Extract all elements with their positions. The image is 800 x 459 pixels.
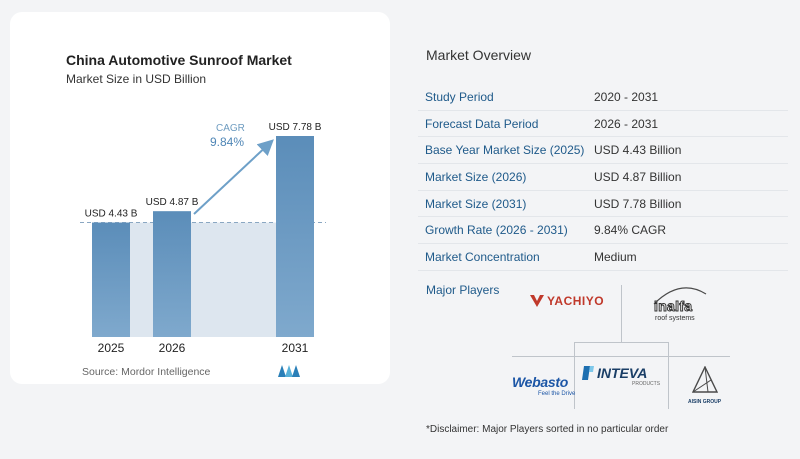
table-row: Forecast Data Period 2026 - 2031 bbox=[418, 111, 788, 138]
inteva-icon bbox=[582, 366, 594, 380]
row-value: Medium bbox=[594, 249, 637, 264]
chart-subtitle: Market Size in USD Billion bbox=[66, 72, 207, 86]
row-value: USD 4.87 Billion bbox=[594, 169, 682, 184]
grid-divider bbox=[574, 342, 669, 343]
webasto-logo: Webasto Feel the Drive bbox=[512, 374, 582, 404]
bar-2031 bbox=[276, 136, 314, 337]
inalfa-swoosh-icon bbox=[653, 287, 707, 305]
inalfa-subtext: roof systems bbox=[655, 315, 695, 322]
table-row: Growth Rate (2026 - 2031) 9.84% CAGR bbox=[418, 217, 788, 245]
bar-value-label: USD 4.87 B bbox=[146, 197, 199, 208]
aisin-triangle-icon bbox=[692, 366, 718, 393]
x-tick-label: 2026 bbox=[159, 341, 186, 355]
webasto-subtext: Feel the Drive bbox=[538, 391, 576, 397]
x-tick-label: 2025 bbox=[98, 341, 125, 355]
major-players-title: Major Players bbox=[426, 283, 500, 297]
aisin-text: AISIN GROUP bbox=[688, 399, 722, 405]
webasto-text: Webasto bbox=[512, 374, 568, 390]
table-row: Market Concentration Medium bbox=[418, 244, 788, 271]
row-key: Market Concentration bbox=[425, 249, 540, 264]
table-row: Market Size (2026) USD 4.87 Billion bbox=[418, 164, 788, 191]
cagr-label: CAGR bbox=[216, 123, 245, 134]
disclaimer-text: *Disclaimer: Major Players sorted in no … bbox=[426, 424, 669, 435]
row-key: Forecast Data Period bbox=[425, 116, 539, 131]
source-text: Source: Mordor Intelligence bbox=[82, 366, 211, 378]
grid-divider bbox=[668, 342, 669, 409]
grid-divider bbox=[574, 342, 575, 409]
bar-2026 bbox=[153, 211, 191, 337]
overview-table: Study Period 2020 - 2031 Forecast Data Pe… bbox=[418, 84, 788, 271]
mordor-intelligence-logo bbox=[278, 365, 300, 377]
yachiyo-logo: YACHIYO bbox=[530, 294, 604, 308]
cagr-value: 9.84% bbox=[210, 135, 244, 149]
inteva-logo: INTEVA PRODUCTS bbox=[582, 364, 664, 388]
row-key: Market Size (2031) bbox=[425, 196, 527, 211]
cagr-arrow bbox=[193, 139, 274, 215]
yachiyo-icon bbox=[530, 295, 544, 307]
table-row: Study Period 2020 - 2031 bbox=[418, 84, 788, 111]
row-key: Market Size (2026) bbox=[425, 169, 527, 184]
x-tick-label: 2031 bbox=[282, 341, 309, 355]
inalfa-text: inalfa bbox=[653, 298, 693, 315]
yachiyo-text: YACHIYO bbox=[547, 294, 605, 308]
table-row: Base Year Market Size (2025) USD 4.43 Bil… bbox=[418, 137, 788, 165]
inalfa-logo: inalfa roof systems bbox=[650, 284, 710, 328]
row-value: USD 4.43 Billion bbox=[594, 143, 682, 158]
row-value: USD 7.78 Billion bbox=[594, 196, 682, 211]
table-row: Market Size (2031) USD 7.78 Billion bbox=[418, 191, 788, 218]
bar-2025 bbox=[92, 222, 130, 337]
row-value: 2026 - 2031 bbox=[594, 116, 659, 131]
row-value: 9.84% CAGR bbox=[594, 223, 667, 238]
row-key: Growth Rate (2026 - 2031) bbox=[425, 223, 568, 238]
grid-divider bbox=[621, 285, 622, 342]
bar-chart: USD 4.43 B 2025 USD 4.87 B 2026 USD 7.78 B 20… bbox=[80, 122, 326, 355]
row-value: 2020 - 2031 bbox=[594, 89, 659, 104]
chart-title: China Automotive Sunroof Market bbox=[66, 52, 292, 68]
grid-divider bbox=[512, 356, 730, 357]
inteva-text: INTEVA bbox=[597, 365, 648, 381]
inteva-subtext: PRODUCTS bbox=[632, 381, 661, 387]
bar-value-label: USD 7.78 B bbox=[269, 122, 322, 133]
aisin-logo: AISIN GROUP bbox=[686, 366, 726, 410]
overview-title: Market Overview bbox=[426, 47, 532, 63]
row-key: Study Period bbox=[425, 89, 494, 104]
row-key: Base Year Market Size (2025) bbox=[425, 143, 585, 158]
bar-value-label: USD 4.43 B bbox=[85, 209, 138, 220]
